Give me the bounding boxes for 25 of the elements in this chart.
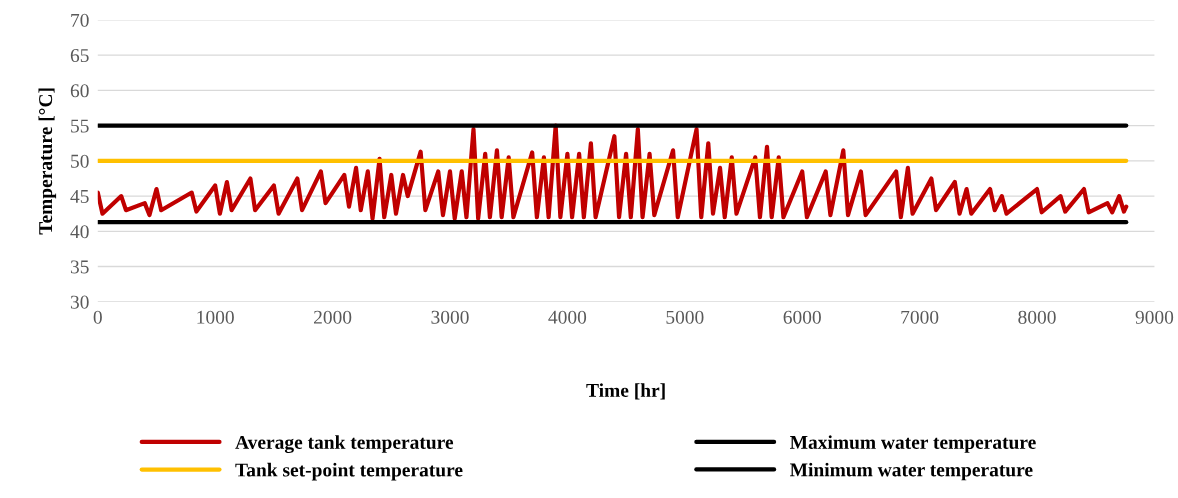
y-tick-label: 35 (70, 260, 89, 274)
legend-label: Maximum water temperature (790, 435, 1036, 453)
x-tick-label: 2000 (314, 310, 352, 324)
y-tick-label: 30 (70, 295, 89, 309)
legend-label: Tank set-point temperature (235, 462, 463, 481)
y-tick-label: 40 (70, 225, 89, 239)
y-tick-label: 65 (70, 49, 89, 63)
x-tick-label: 3000 (431, 310, 469, 324)
y-tick-label: 50 (71, 154, 89, 168)
x-tick-label: 0 (93, 310, 102, 324)
y-tick-label: 60 (70, 84, 89, 98)
x-axis-title: Time [hr] (586, 383, 665, 400)
x-tick-label: 1000 (197, 310, 234, 324)
x-tick-label: 9000 (1135, 310, 1174, 324)
x-tick-label: 7000 (901, 310, 939, 324)
x-tick-label: 5000 (666, 310, 704, 324)
x-tick-label: 8000 (1018, 310, 1056, 324)
y-axis-title: Temperature [°C] (38, 88, 57, 235)
y-tick-label: 45 (70, 190, 89, 204)
x-tick-label: 4000 (548, 310, 587, 324)
x-tick-label: 6000 (783, 310, 821, 324)
y-tick-label: 70 (71, 13, 89, 27)
y-tick-label: 55 (71, 119, 89, 133)
legend-label: Average tank temperature (235, 435, 454, 454)
legend-label: Minimum water temperature (790, 462, 1033, 481)
